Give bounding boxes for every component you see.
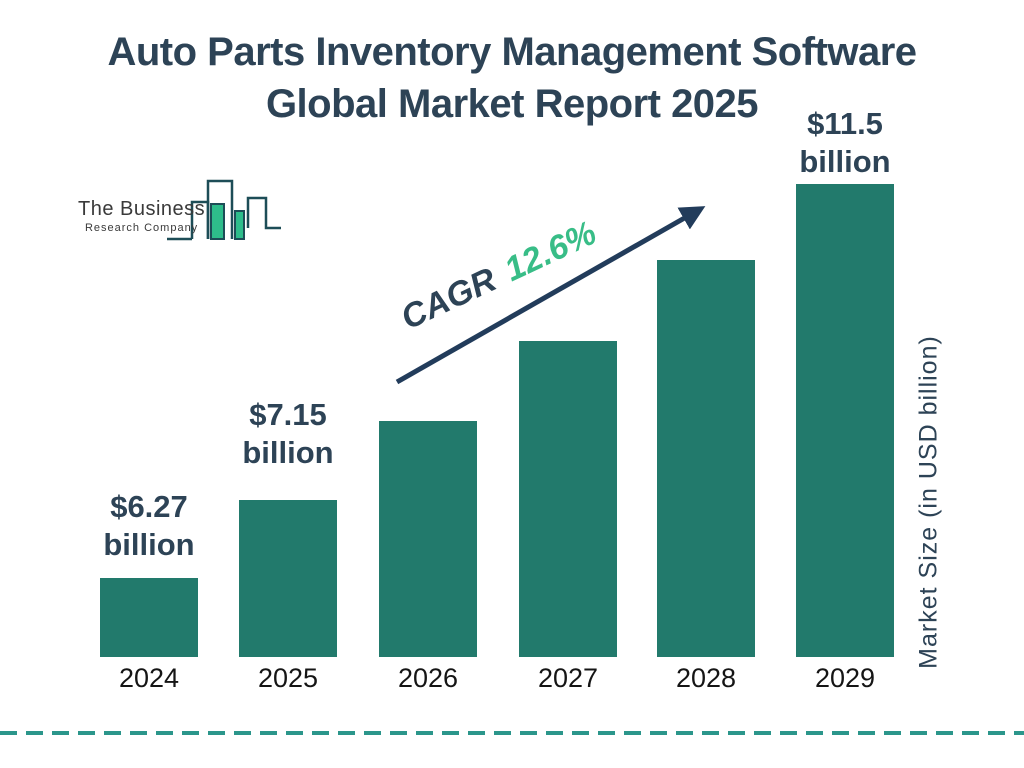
y-axis-label: Market Size (in USD billion): [914, 335, 943, 669]
x-tick-2026: 2026: [397, 663, 459, 693]
bottom-dashed-divider: [0, 731, 1024, 735]
bar-chart-skyline-icon: [167, 179, 281, 241]
bar-2025: [239, 500, 337, 657]
bar-2029: [796, 184, 894, 657]
x-tick-2029: 2029: [814, 663, 876, 693]
page-title-line2: Global Market Report 2025: [265, 82, 759, 126]
bar-2027: [519, 341, 617, 657]
company-logo: The Business Research Company: [78, 179, 281, 241]
page-title-line1: Auto Parts Inventory Management Software: [107, 30, 917, 74]
page-title: Auto Parts Inventory Management Software…: [0, 26, 1024, 130]
x-tick-2028: 2028: [675, 663, 737, 693]
logo-subtitle: Research Company: [84, 222, 199, 234]
value-label-2029: $11.5 billion: [799, 106, 891, 179]
value-label-2024: $6.27 billion: [103, 489, 195, 562]
bar-2024: [100, 578, 198, 657]
x-tick-2025: 2025: [257, 663, 319, 693]
x-tick-2027: 2027: [537, 663, 599, 693]
logo-name: The Business: [78, 198, 206, 220]
x-tick-2024: 2024: [118, 663, 180, 693]
value-label-2025: $7.15 billion: [242, 397, 334, 470]
bar-2028: [657, 260, 755, 657]
company-logo-text: The Business Research Company: [78, 198, 205, 234]
bar-2026: [379, 421, 477, 657]
